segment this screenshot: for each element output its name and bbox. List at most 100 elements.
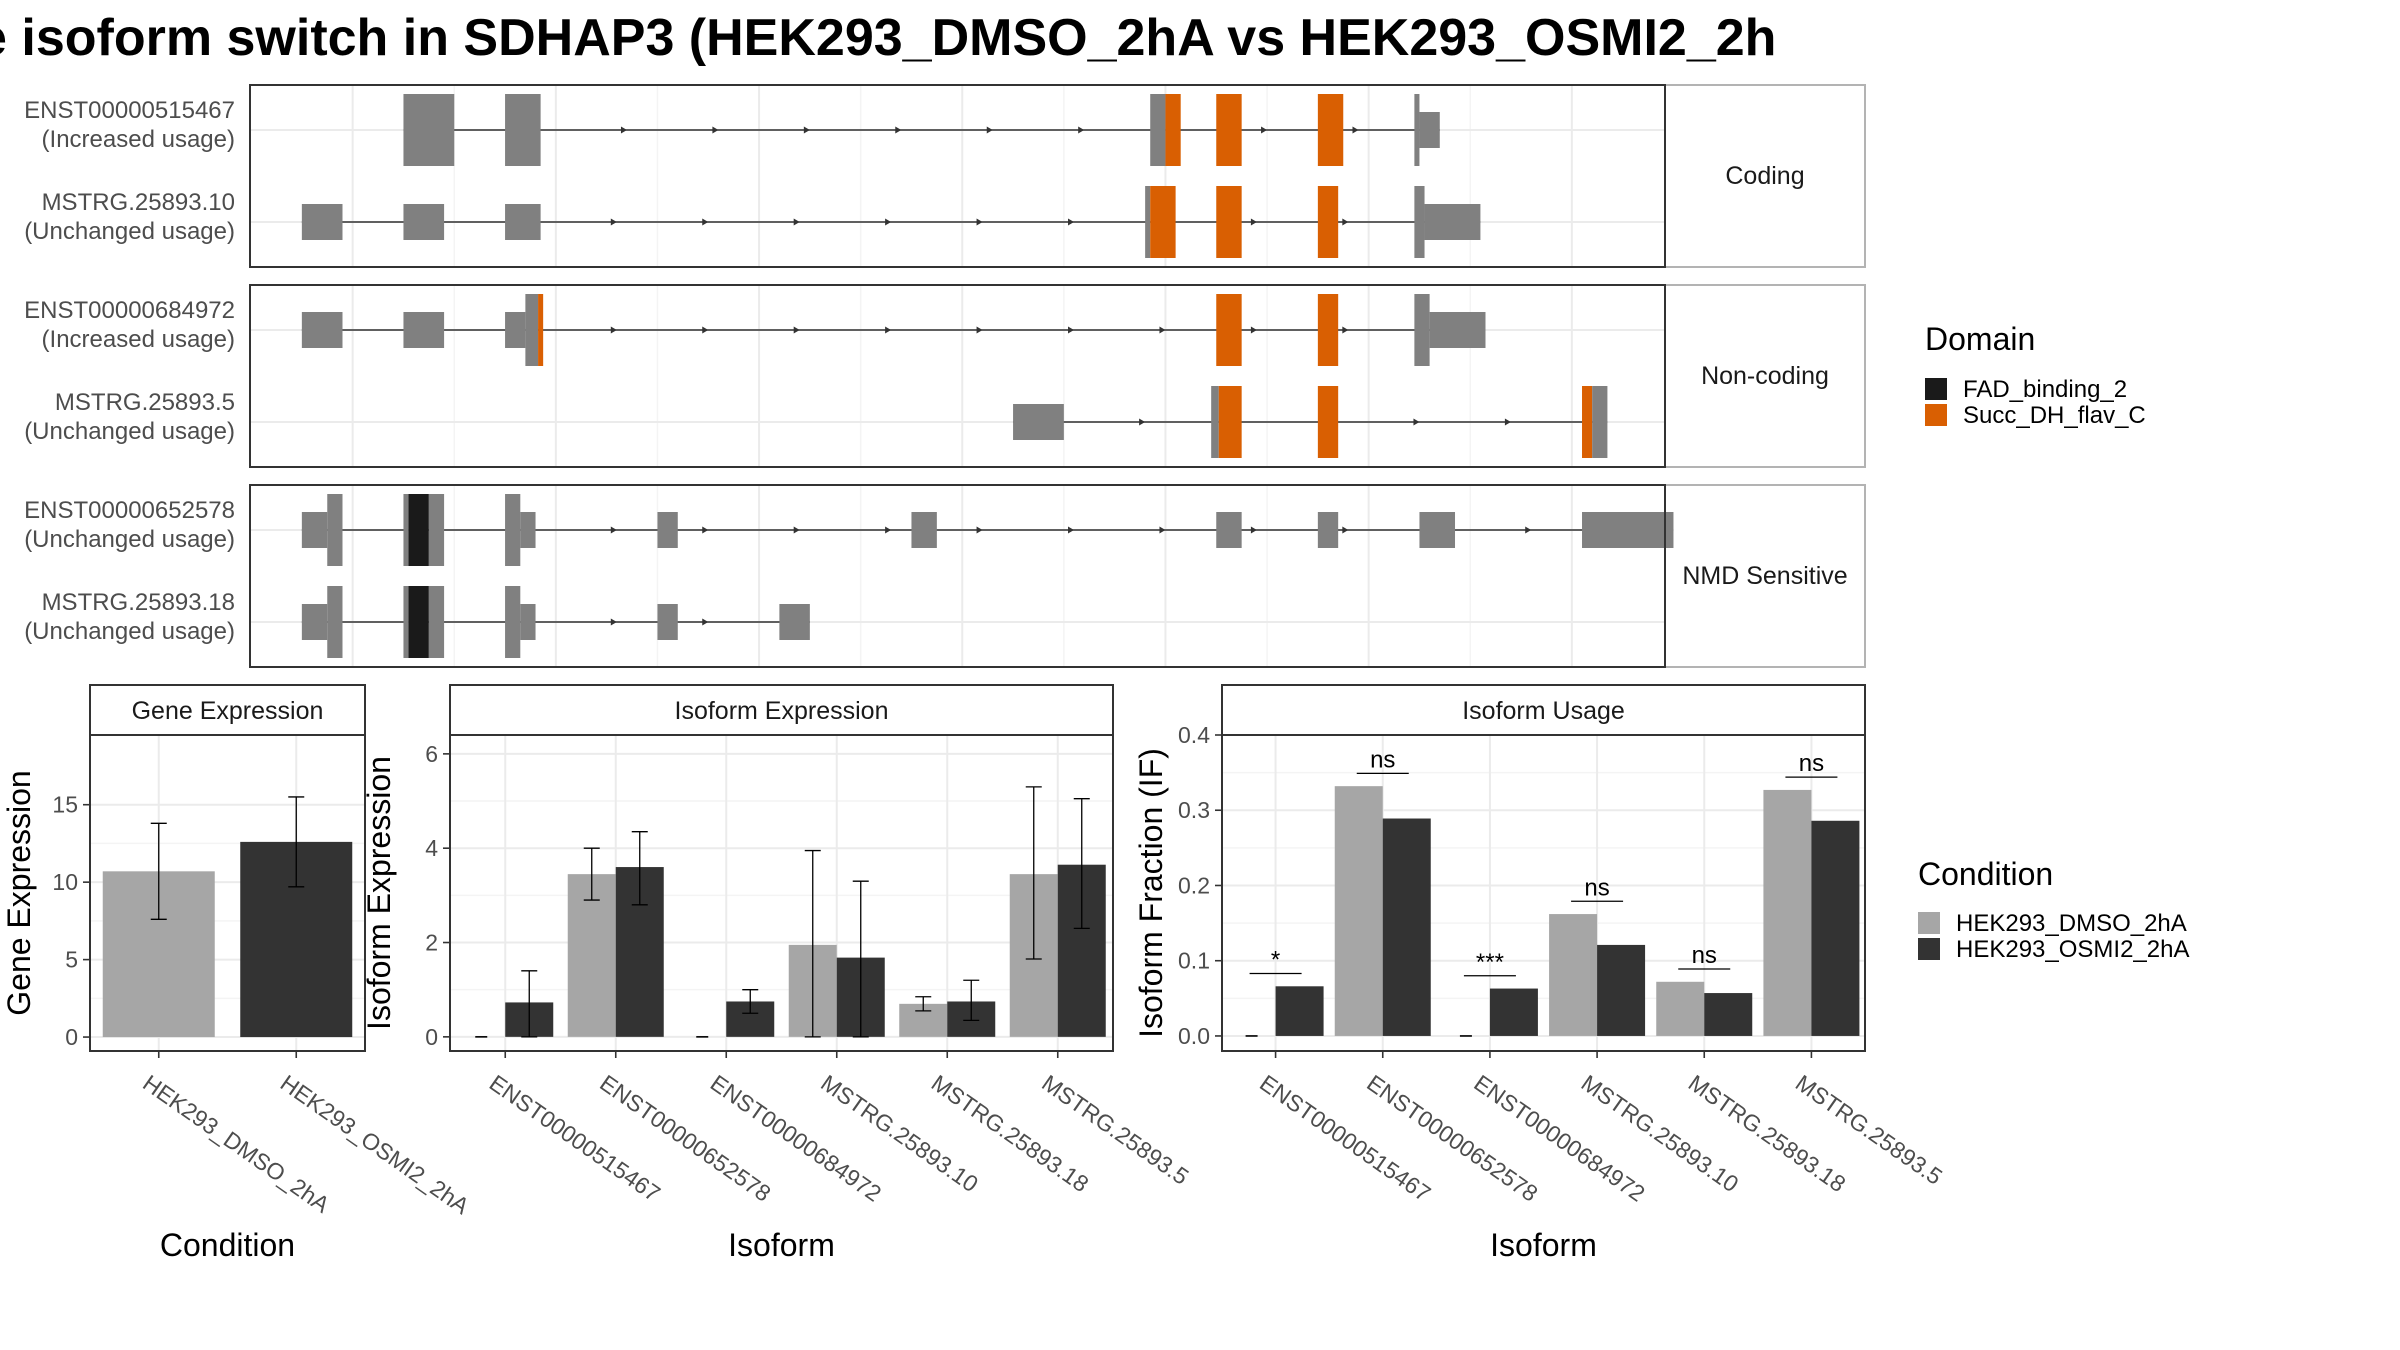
exon-block [403,586,409,658]
y-tick-label: 0 [65,1024,78,1050]
exon-domain-succ-dh-flav-c [1317,94,1344,166]
direction-arrow [702,218,709,226]
exon-block [327,586,343,658]
exon-block [301,312,343,348]
y-tick-label: 0.0 [1178,1023,1210,1049]
direction-arrow [1525,526,1532,534]
exon-block [505,94,541,166]
exon-block [911,512,937,548]
exon-block [505,312,526,348]
y-tick-label: 0 [425,1024,438,1050]
x-axis-label: Condition [160,1227,295,1263]
exon-block [403,494,409,566]
exon-block [301,512,328,548]
direction-arrow [1261,126,1268,134]
y-axis-label: Gene Expression [1,770,37,1015]
direction-arrow [1068,218,1075,226]
exon-block [520,512,536,548]
facet-strip-label: Coding [1725,162,1804,190]
x-axis-label: Isoform [728,1227,835,1263]
exon-domain-succ-dh-flav-c [1165,94,1181,166]
facet-strip-label: NMD Sensitive [1682,562,1847,590]
x-tick-label: ENST00000515467 [1255,1070,1435,1207]
exon-block [403,94,455,166]
chart-title: Isoform Usage [1462,697,1625,725]
condition-legend-swatch [1918,912,1940,934]
condition-legend-label: HEK293_OSMI2_2hA [1956,936,2189,963]
y-tick-label: 5 [65,947,78,973]
direction-arrow [702,526,709,534]
chart-title: Isoform Expression [675,697,889,725]
exon-block [525,294,539,366]
direction-arrow [976,326,983,334]
direction-arrow [803,126,810,134]
transcript-usage-label: (Unchanged usage) [24,418,235,445]
y-tick-label: 2 [425,930,438,956]
exon-block [1317,512,1339,548]
direction-arrow [793,218,800,226]
page-title-text: e isoform switch in SDHAP3 (HEK293_DMSO_… [0,9,1777,67]
exon-domain-succ-dh-flav-c [1216,294,1242,366]
bar [1382,818,1431,1036]
y-axis-label: Isoform Expression [361,756,397,1030]
significance-label: ns [1370,746,1395,773]
transcript-usage-label: (Increased usage) [42,126,235,153]
facet-strip-label: Non-coding [1701,362,1829,390]
exon-block [1150,94,1166,166]
chart-strip [1221,684,1866,736]
y-tick-label: 0.4 [1178,722,1210,748]
bar [1489,988,1538,1036]
x-tick-label: ENST00000684972 [1469,1070,1649,1207]
exon-block [779,604,810,640]
condition-legend-label: HEK293_DMSO_2hA [1956,910,2187,937]
direction-arrow [885,326,892,334]
direction-arrow [610,618,617,626]
condition-legend-swatch [1918,938,1940,960]
bar [1549,914,1598,1036]
transcript-usage-label: (Unchanged usage) [24,218,235,245]
significance-label: *** [1476,949,1504,976]
facet-strip [1664,284,1866,468]
transcript-name-label: ENST00000652578 [24,497,235,524]
exon-domain-succ-dh-flav-c [1216,186,1242,258]
direction-arrow [702,618,709,626]
chart-strip [449,684,1114,736]
direction-arrow [1352,126,1359,134]
bar [1811,820,1860,1036]
direction-arrow [1250,218,1257,226]
transcript-name-label: MSTRG.25893.5 [55,389,235,416]
exon-block [1414,294,1430,366]
facet-strip [1664,484,1866,668]
direction-arrow [1250,526,1257,534]
direction-arrow [610,526,617,534]
y-tick-label: 0.2 [1178,872,1210,898]
exon-block [1211,386,1219,458]
transcript-name-label: MSTRG.25893.10 [42,189,235,216]
transcript-name-label: ENST00000515467 [24,97,235,124]
direction-arrow [1159,326,1166,334]
y-tick-label: 10 [52,869,78,895]
chart-panel-border [89,734,366,1052]
exon-block [1013,404,1064,440]
direction-arrow [1139,418,1146,426]
exon-block [1419,112,1440,148]
chart-panel-background [450,735,1113,1051]
domain-legend-label: FAD_binding_2 [1963,376,2127,403]
significance-label: ns [1584,874,1609,901]
exon-domain-succ-dh-flav-c [1150,186,1176,258]
bar [567,874,616,1037]
domain-legend-swatch [1925,378,1947,400]
direction-arrow [1068,326,1075,334]
chart-panel-border [1221,734,1866,1052]
exon-block [403,204,445,240]
y-tick-label: 15 [52,792,78,818]
chart-panel-border [449,734,1114,1052]
x-axis-label: Isoform [1490,1227,1597,1263]
direction-arrow [986,126,993,134]
chart-title: Gene Expression [132,697,324,725]
direction-arrow [885,526,892,534]
direction-arrow [712,126,719,134]
exon-block [301,604,328,640]
direction-arrow [793,326,800,334]
